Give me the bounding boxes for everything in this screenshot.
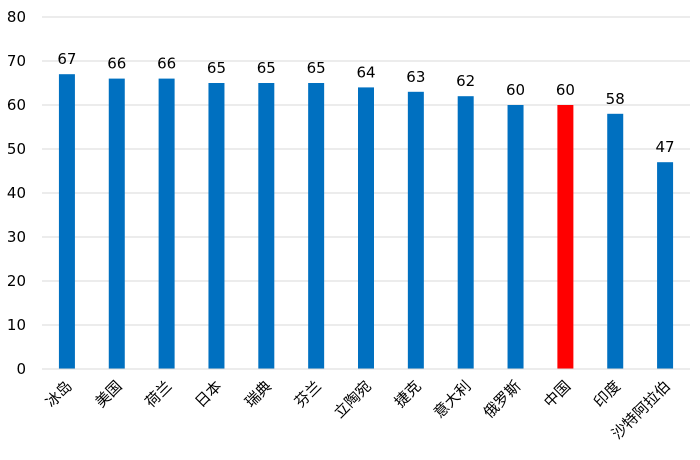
data-label: 47 bbox=[656, 138, 675, 156]
data-label: 66 bbox=[157, 55, 176, 73]
y-tick-label: 10 bbox=[7, 316, 26, 334]
bar bbox=[657, 162, 674, 369]
y-axis: 0 10 20 30 40 50 60 70 80 bbox=[7, 8, 26, 378]
bar bbox=[607, 113, 624, 369]
x-tick-label: 冰岛 bbox=[42, 377, 76, 411]
data-label: 60 bbox=[506, 81, 525, 99]
x-tick-label: 意大利 bbox=[430, 377, 475, 422]
y-tick-label: 50 bbox=[7, 140, 26, 158]
x-tick-label: 俄罗斯 bbox=[480, 377, 525, 422]
x-tick-label: 立陶宛 bbox=[330, 377, 375, 422]
x-tick-label: 美国 bbox=[92, 377, 126, 411]
bar bbox=[108, 78, 125, 369]
data-label: 65 bbox=[207, 59, 226, 77]
data-label: 62 bbox=[456, 72, 475, 90]
x-tick-label: 印度 bbox=[590, 377, 624, 411]
data-label: 65 bbox=[257, 59, 276, 77]
y-tick-label: 40 bbox=[7, 184, 26, 202]
y-tick-label: 30 bbox=[7, 228, 26, 246]
bar bbox=[507, 105, 524, 369]
x-tick-label: 中国 bbox=[540, 377, 574, 411]
y-tick-label: 20 bbox=[7, 272, 26, 290]
bar bbox=[407, 91, 424, 370]
bars bbox=[58, 74, 674, 370]
bar bbox=[457, 96, 474, 369]
x-tick-label: 日本 bbox=[191, 377, 225, 411]
y-tick-label: 0 bbox=[16, 360, 26, 378]
x-tick-label: 捷克 bbox=[391, 377, 425, 411]
x-tick-label: 荷兰 bbox=[141, 377, 175, 411]
bar bbox=[208, 83, 225, 369]
bar bbox=[58, 74, 75, 369]
data-label: 64 bbox=[356, 63, 375, 81]
bar bbox=[158, 78, 175, 369]
data-label: 63 bbox=[406, 68, 425, 86]
bar bbox=[557, 105, 574, 369]
data-label: 66 bbox=[107, 55, 126, 73]
data-labels: 67 66 66 65 65 65 64 63 62 60 60 58 47 bbox=[57, 50, 674, 156]
y-tick-label: 70 bbox=[7, 52, 26, 70]
x-tick-label: 芬兰 bbox=[291, 377, 325, 411]
y-tick-label: 60 bbox=[7, 96, 26, 114]
data-label: 58 bbox=[606, 90, 625, 108]
bar bbox=[258, 83, 275, 369]
data-label: 67 bbox=[57, 50, 76, 68]
x-tick-label: 瑞典 bbox=[241, 377, 275, 411]
bar bbox=[308, 83, 325, 369]
bar bbox=[358, 87, 374, 370]
data-label: 65 bbox=[307, 59, 326, 77]
data-label: 60 bbox=[556, 81, 575, 99]
y-tick-label: 80 bbox=[7, 8, 26, 26]
